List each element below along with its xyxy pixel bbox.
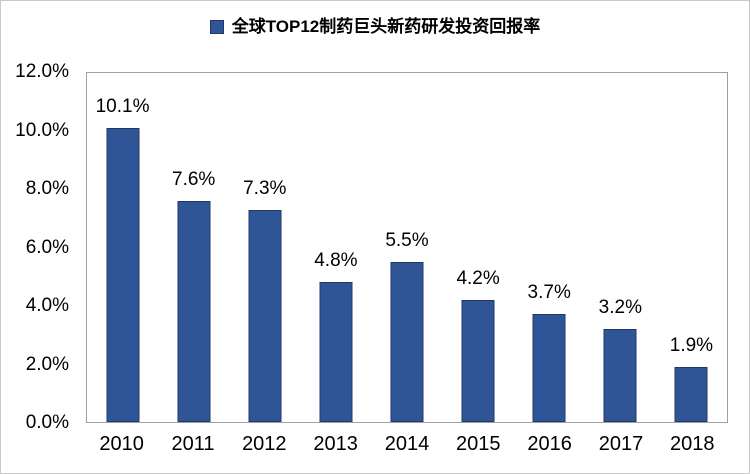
bar-value-label: 10.1% — [95, 96, 150, 118]
bar-value-label: 1.9% — [669, 334, 714, 356]
x-axis-tick-label: 2018 — [670, 433, 715, 455]
bar-slot: 7.3% — [229, 73, 300, 422]
x-axis-tick-label: 2011 — [171, 433, 215, 455]
bar-slot: 10.1% — [87, 73, 158, 422]
legend-label: 全球TOP12制药巨头新药研发投资回报率 — [231, 17, 541, 36]
bar — [319, 282, 353, 422]
bar — [603, 328, 637, 422]
bar-value-label: 3.2% — [598, 296, 642, 318]
x-axis-tick-label: 2014 — [384, 433, 430, 455]
bar — [532, 314, 566, 422]
chart-legend: 全球TOP12制药巨头新药研发投资回报率 — [1, 17, 749, 37]
bar — [177, 200, 211, 422]
bar-slot: 3.7% — [514, 73, 585, 422]
x-axis-tick-label: 2012 — [242, 433, 287, 455]
y-axis: 0.0% 2.0% 4.0% 6.0% 8.0% 10.0% 12.0% — [1, 61, 86, 433]
bar — [390, 262, 424, 422]
bar — [461, 299, 495, 422]
bar-value-label: 4.2% — [456, 267, 500, 289]
bar-slot: 4.2% — [443, 73, 514, 422]
y-axis-tick-label: 0.0% — [25, 412, 69, 433]
x-axis: 2010 2011 2012 2013 2014 2015 2016 2017 2018 — [86, 433, 728, 456]
bar-slot: 4.8% — [300, 73, 371, 422]
x-axis-tick-label: 2017 — [598, 433, 644, 455]
bar-slot: 1.9% — [656, 73, 727, 422]
bar-value-label: 7.3% — [243, 177, 287, 199]
x-axis-tick-label: 2010 — [99, 433, 144, 455]
bar-value-label: 4.8% — [314, 250, 358, 272]
plot-area: 10.1% 7.6% 7.3% 4.8% 5.5% 4.2% 3.7% 3.2% 1.9% — [86, 72, 728, 423]
bar-slot: 3.2% — [585, 73, 656, 422]
y-axis-tick-label: 8.0% — [25, 178, 69, 199]
x-axis-tick-label: 2016 — [527, 433, 572, 455]
y-axis-tick-label: 4.0% — [25, 295, 69, 316]
bar-value-label: 5.5% — [385, 230, 429, 252]
y-axis-tick-label: 6.0% — [25, 236, 69, 258]
bar — [674, 366, 708, 422]
bar-value-label: 3.7% — [527, 282, 571, 304]
y-axis-tick-label: 12.0% — [15, 61, 69, 82]
bar-slot: 7.6% — [158, 73, 229, 422]
bar — [106, 128, 140, 422]
x-axis-tick-label: 2015 — [456, 433, 501, 455]
bar-value-label: 7.6% — [172, 168, 216, 190]
y-axis-tick-label: 10.0% — [15, 119, 69, 141]
legend-marker-icon — [209, 20, 224, 35]
x-axis-tick-label: 2013 — [313, 433, 358, 455]
y-axis-tick-label: 2.0% — [25, 353, 69, 375]
bar-slot: 5.5% — [371, 73, 442, 422]
bar — [248, 209, 282, 422]
